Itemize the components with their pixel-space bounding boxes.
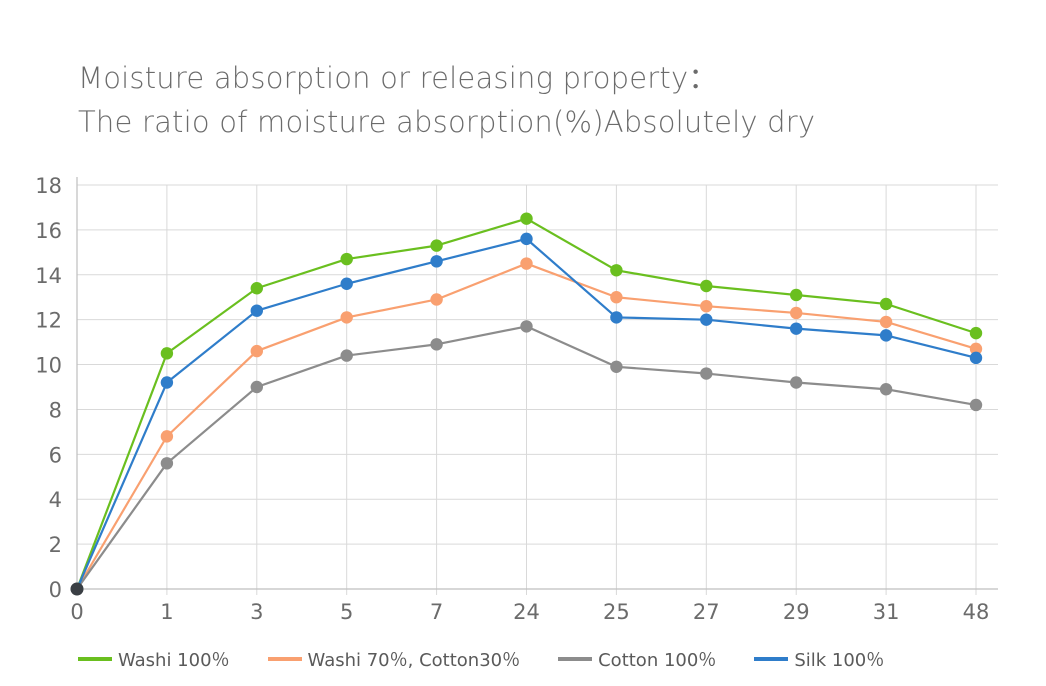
- series-0-point: [430, 239, 443, 252]
- x-tick-label: 27: [693, 600, 720, 624]
- x-tick-label: 1: [160, 600, 173, 624]
- series-1-point: [340, 311, 353, 324]
- legend-item: Washi 100％: [78, 646, 230, 672]
- y-tick-label: 0: [49, 578, 62, 602]
- chart-subtitle: The ratio of moisture absorption(%)Absol…: [78, 105, 816, 139]
- series-1-point: [520, 257, 533, 270]
- x-tick-label: 7: [430, 600, 443, 624]
- series-0-point: [160, 347, 174, 360]
- series-0-point: [790, 288, 803, 302]
- legend-label: Washi 70％, Cotton30％: [307, 650, 521, 671]
- series-1-point: [160, 430, 174, 443]
- series-3-point: [969, 351, 983, 365]
- legend-label: Cotton 100％: [598, 650, 717, 671]
- series-0-point: [969, 326, 983, 340]
- series-3-point: [610, 311, 623, 324]
- series-3-point: [160, 376, 174, 389]
- series-3-point: [879, 329, 893, 342]
- series-2-point: [250, 380, 263, 394]
- x-tick-label: 48: [963, 600, 990, 624]
- y-tick-label: 6: [49, 443, 62, 467]
- legend-item: Silk 100％: [754, 646, 884, 672]
- series-0-point: [250, 282, 263, 295]
- origin-point: [70, 582, 84, 596]
- series-2-point: [879, 383, 893, 396]
- series-0-point: [340, 252, 353, 266]
- series-2-point: [160, 457, 174, 470]
- series-3-point: [700, 313, 713, 326]
- legend-label: Washi 100％: [118, 650, 230, 671]
- series-2-point: [340, 349, 353, 362]
- x-tick-label: 29: [783, 600, 810, 624]
- series-3-point: [520, 232, 533, 246]
- y-tick-label: 4: [49, 488, 62, 512]
- series-0-point: [610, 264, 623, 277]
- y-tick-label: 12: [35, 309, 62, 333]
- series-2-point: [610, 360, 623, 373]
- x-tick-label: 0: [70, 600, 83, 624]
- series-3-point: [250, 304, 263, 317]
- legend-swatch: [78, 657, 112, 661]
- series-3-point: [790, 322, 803, 335]
- y-tick-label: 18: [35, 174, 62, 198]
- y-tick-label: 10: [35, 354, 62, 378]
- series-2-point: [790, 376, 803, 389]
- x-tick-label: 5: [340, 600, 353, 624]
- series-1-point: [610, 291, 623, 304]
- x-tick-label: 3: [250, 600, 263, 624]
- x-tick-label: 31: [873, 600, 900, 624]
- series-3-point: [430, 255, 443, 268]
- legend-item: Washi 70％, Cotton30％: [267, 646, 521, 672]
- y-tick-label: 16: [35, 219, 62, 243]
- chart-title: Moisture absorption or releasing propert…: [78, 61, 718, 95]
- series-0-point: [520, 212, 533, 225]
- legend-label: Silk 100％: [794, 650, 885, 671]
- series-0-point: [700, 279, 713, 293]
- series-2-point: [520, 320, 533, 333]
- y-tick-label: 2: [49, 533, 62, 557]
- chart-legend: Washi 100％ Washi 70％, Cotton30％ Cotton 100…: [78, 646, 922, 672]
- series-2-point: [430, 338, 443, 351]
- series-2-point: [700, 367, 713, 380]
- series-1-point: [700, 300, 713, 313]
- y-tick-label: 14: [35, 264, 62, 288]
- chart-title-block: Moisture absorption or releasing propert…: [78, 56, 815, 144]
- x-tick-label: 24: [513, 600, 540, 624]
- legend-swatch: [267, 657, 302, 661]
- series-0-point: [879, 297, 893, 311]
- series-2-point: [969, 398, 983, 412]
- legend-item: Cotton 100％: [558, 646, 716, 672]
- legend-swatch: [754, 657, 789, 661]
- series-1-point: [430, 293, 443, 306]
- series-1-point: [250, 344, 263, 358]
- series-1-point: [879, 315, 893, 329]
- y-tick-label: 8: [49, 398, 62, 422]
- legend-swatch: [558, 657, 593, 661]
- series-3-point: [340, 277, 353, 290]
- x-tick-label: 25: [603, 600, 630, 624]
- series-1-point: [790, 306, 803, 320]
- series-1-point: [969, 342, 983, 356]
